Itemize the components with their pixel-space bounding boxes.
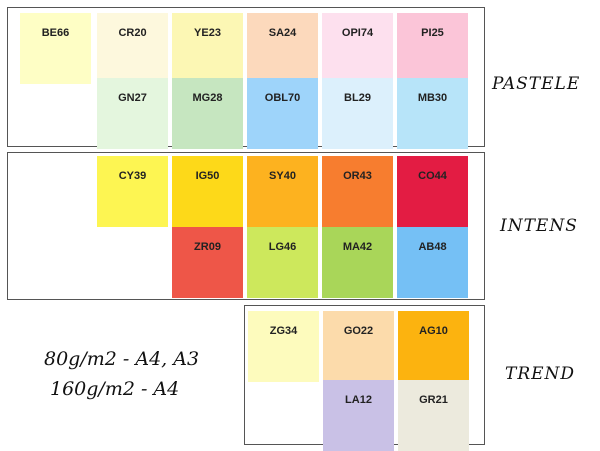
paper-weight-line-2: 160g/m2 - A4	[50, 378, 180, 400]
swatch-opi74: OPI74	[322, 13, 393, 84]
swatch-gn27: GN27	[97, 78, 168, 149]
swatch-cr20: CR20	[97, 13, 168, 84]
swatch-ig50: IG50	[172, 156, 243, 227]
swatch-cy39: CY39	[97, 156, 168, 227]
group-trend: ZG34 GO22 AG10 LA12 GR21	[244, 305, 485, 451]
swatch-go22: GO22	[323, 311, 394, 382]
swatch-lg46: LG46	[247, 227, 318, 298]
swatch-sy40: SY40	[247, 156, 318, 227]
swatch-ye23: YE23	[172, 13, 243, 84]
swatch-bl29: BL29	[322, 78, 393, 149]
group-title-intens: INTENS	[500, 216, 578, 236]
paper-weight-line-1: 80g/m2 - A4, A3	[44, 348, 200, 370]
swatch-zg34: ZG34	[248, 311, 319, 382]
group-title-pastele: PASTELE	[492, 74, 581, 94]
swatch-mg28: MG28	[172, 78, 243, 149]
group-intens: CY39 IG50 SY40 OR43 CO44 ZR09 LG46 MA42 …	[7, 152, 485, 300]
swatch-ma42: MA42	[322, 227, 393, 298]
swatch-la12: LA12	[323, 380, 394, 451]
swatch-ag10: AG10	[398, 311, 469, 382]
swatch-gr21: GR21	[398, 380, 469, 451]
swatch-sa24: SA24	[247, 13, 318, 84]
swatch-be66: BE66	[20, 13, 91, 84]
swatch-mb30: MB30	[397, 78, 468, 149]
group-pastele: BE66 CR20 YE23 SA24 OPI74 PI25 GN27 MG28…	[7, 7, 485, 149]
swatch-pi25: PI25	[397, 13, 468, 84]
swatch-zr09: ZR09	[172, 227, 243, 298]
swatch-ab48: AB48	[397, 227, 468, 298]
swatch-obl70: OBL70	[247, 78, 318, 149]
swatch-co44: CO44	[397, 156, 468, 227]
group-title-trend: TREND	[505, 364, 576, 384]
swatch-or43: OR43	[322, 156, 393, 227]
